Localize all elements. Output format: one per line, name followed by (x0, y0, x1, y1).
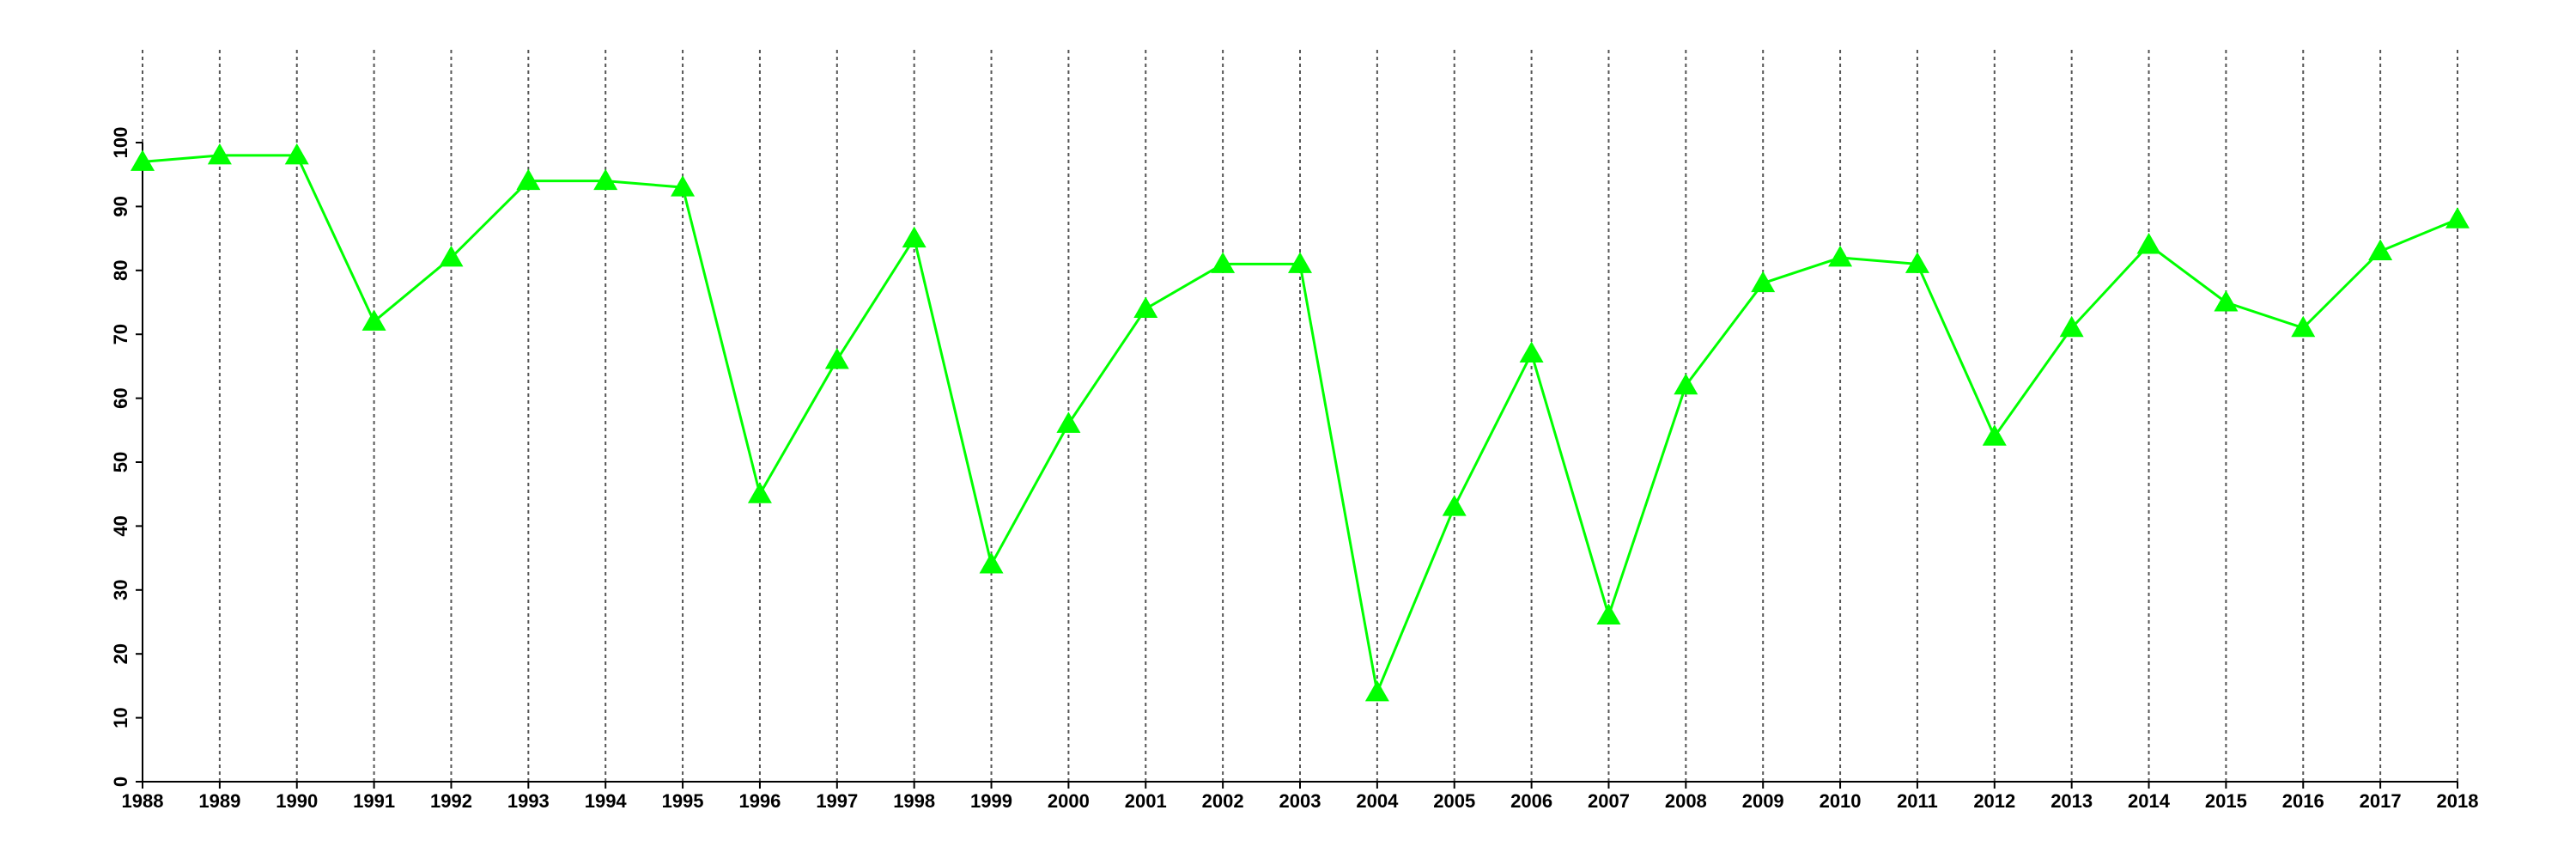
data-marker (361, 309, 386, 331)
y-tick-label: 50 (110, 452, 131, 472)
x-tick-label: 2003 (1279, 790, 1321, 812)
x-tick-label: 2004 (1356, 790, 1399, 812)
x-tick-label: 2005 (1433, 790, 1475, 812)
data-marker (2059, 315, 2084, 338)
data-marker (439, 245, 464, 267)
data-marker (747, 482, 772, 503)
x-tick-label: 2014 (2128, 790, 2171, 812)
data-marker (1211, 252, 1236, 273)
data-marker (284, 143, 309, 165)
x-tick-label: 2008 (1665, 790, 1707, 812)
x-tick-label: 1992 (430, 790, 472, 812)
data-marker (1905, 252, 1929, 273)
y-tick-label: 90 (110, 196, 131, 216)
data-marker (1133, 296, 1158, 318)
x-tick-label: 2016 (2282, 790, 2324, 812)
data-marker (2368, 239, 2393, 260)
x-tick-label: 2012 (1973, 790, 2015, 812)
x-tick-label: 2002 (1202, 790, 1244, 812)
y-tick-label: 20 (110, 643, 131, 664)
data-marker (2291, 315, 2316, 338)
data-marker (1674, 373, 1698, 395)
data-marker (902, 226, 927, 248)
data-marker (979, 552, 1004, 574)
x-tick-label: 1993 (507, 790, 550, 812)
x-tick-label: 2010 (1820, 790, 1862, 812)
data-marker (207, 143, 232, 165)
x-tick-label: 1995 (662, 790, 704, 812)
data-marker (1828, 245, 1853, 267)
x-tick-label: 2000 (1048, 790, 1090, 812)
x-tick-label: 2001 (1125, 790, 1167, 812)
y-tick-label: 80 (110, 260, 131, 281)
x-tick-label: 1996 (738, 790, 781, 812)
data-marker (1751, 271, 1776, 293)
data-marker (1288, 252, 1312, 273)
y-tick-label: 70 (110, 324, 131, 344)
y-tick-label: 30 (110, 580, 131, 600)
y-tick-label: 40 (110, 515, 131, 536)
data-marker (1982, 424, 2007, 446)
data-marker (1056, 411, 1081, 433)
data-marker (2136, 233, 2161, 254)
x-tick-label: 2009 (1742, 790, 1784, 812)
x-tick-label: 2011 (1897, 790, 1938, 812)
x-tick-label: 2013 (2050, 790, 2093, 812)
data-marker (824, 347, 849, 369)
x-tick-label: 2015 (2205, 790, 2247, 812)
x-tick-label: 1988 (122, 790, 164, 812)
data-marker (671, 175, 696, 197)
x-tick-label: 1999 (970, 790, 1012, 812)
data-marker (2445, 207, 2470, 228)
data-marker (1596, 603, 1621, 625)
data-marker (1519, 341, 1544, 363)
x-tick-label: 1990 (276, 790, 318, 812)
data-marker (516, 168, 541, 191)
y-tick-label: 0 (110, 777, 131, 787)
x-tick-label: 1989 (198, 790, 240, 812)
y-tick-label: 60 (110, 387, 131, 408)
x-tick-label: 1991 (353, 790, 395, 812)
data-marker (593, 168, 618, 191)
data-marker (131, 149, 155, 171)
x-tick-label: 2007 (1588, 790, 1630, 812)
data-marker (2214, 290, 2239, 312)
x-tick-label: 2018 (2437, 790, 2479, 812)
y-tick-label: 100 (110, 127, 131, 159)
x-tick-label: 1997 (816, 790, 858, 812)
x-tick-label: 1994 (585, 790, 628, 812)
data-marker (1364, 679, 1389, 702)
y-tick-label: 10 (110, 707, 131, 728)
x-tick-label: 2006 (1510, 790, 1552, 812)
x-tick-label: 1998 (893, 790, 935, 812)
data-marker (1442, 495, 1467, 516)
x-tick-label: 2017 (2360, 790, 2402, 812)
